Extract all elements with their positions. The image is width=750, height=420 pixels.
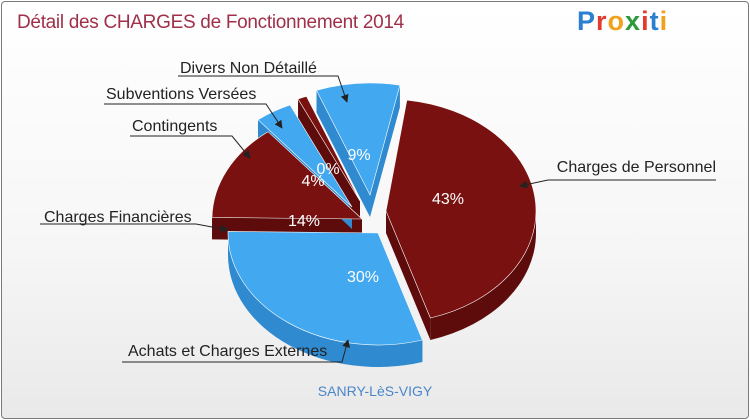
slice-percent-label: 43% xyxy=(432,191,464,208)
callout-leader-line xyxy=(519,179,716,189)
slice-category-label: Achats et Charges Externes xyxy=(128,343,327,360)
pie-slice xyxy=(297,96,361,202)
callout-leader-line xyxy=(122,339,350,363)
pie-slice-side xyxy=(430,211,536,340)
pie-slice xyxy=(227,231,423,346)
slice-percent-label: 9% xyxy=(347,147,370,164)
slice-percent-label: 30% xyxy=(347,269,379,286)
pie-percent-labels: 43% 30% 14% 4%0% 9% xyxy=(288,147,464,286)
slice-category-label: Subventions Versées xyxy=(106,86,256,103)
logo-letter: o xyxy=(607,6,626,36)
callout-leader-line xyxy=(40,223,229,233)
slice-category-label: Charges Financières xyxy=(44,209,192,226)
pie-slice-wall xyxy=(386,211,431,340)
proxiti-logo: Proxiti xyxy=(577,6,668,37)
slice-percent-label: 14% xyxy=(288,213,320,230)
callout-leader-line xyxy=(130,135,251,159)
logo-letter: x xyxy=(625,6,642,36)
slice-category-label: Contingents xyxy=(132,118,217,135)
callout-leader-line xyxy=(104,103,283,129)
pie-slice xyxy=(316,82,401,196)
slice-category-label: Divers Non Détaillé xyxy=(180,60,317,77)
pie-callouts: Charges de Personnel Achats et Charges Ex… xyxy=(40,60,716,363)
slice-percent-label: 4% xyxy=(301,173,324,190)
pie-slice-wall xyxy=(316,90,370,217)
logo-letter: P xyxy=(577,6,597,36)
slice-percent-label: 0% xyxy=(316,161,339,178)
pie-slice xyxy=(257,104,353,208)
callout-leader-line xyxy=(178,75,349,103)
logo-letter: r xyxy=(596,6,608,36)
pie-slice-wall xyxy=(370,85,400,217)
logo-letter: i xyxy=(641,6,650,36)
chart-location-label: SANRY-LèS-VIGY xyxy=(317,383,433,399)
logo-letter: i xyxy=(659,6,669,36)
slice-category-label: Charges de Personnel xyxy=(557,159,716,176)
chart-title: Détail des CHARGES de Fonctionnement 201… xyxy=(17,12,404,33)
logo-letter: t xyxy=(649,6,660,36)
pie-slice-side xyxy=(228,233,423,368)
pie-slice xyxy=(385,99,537,319)
